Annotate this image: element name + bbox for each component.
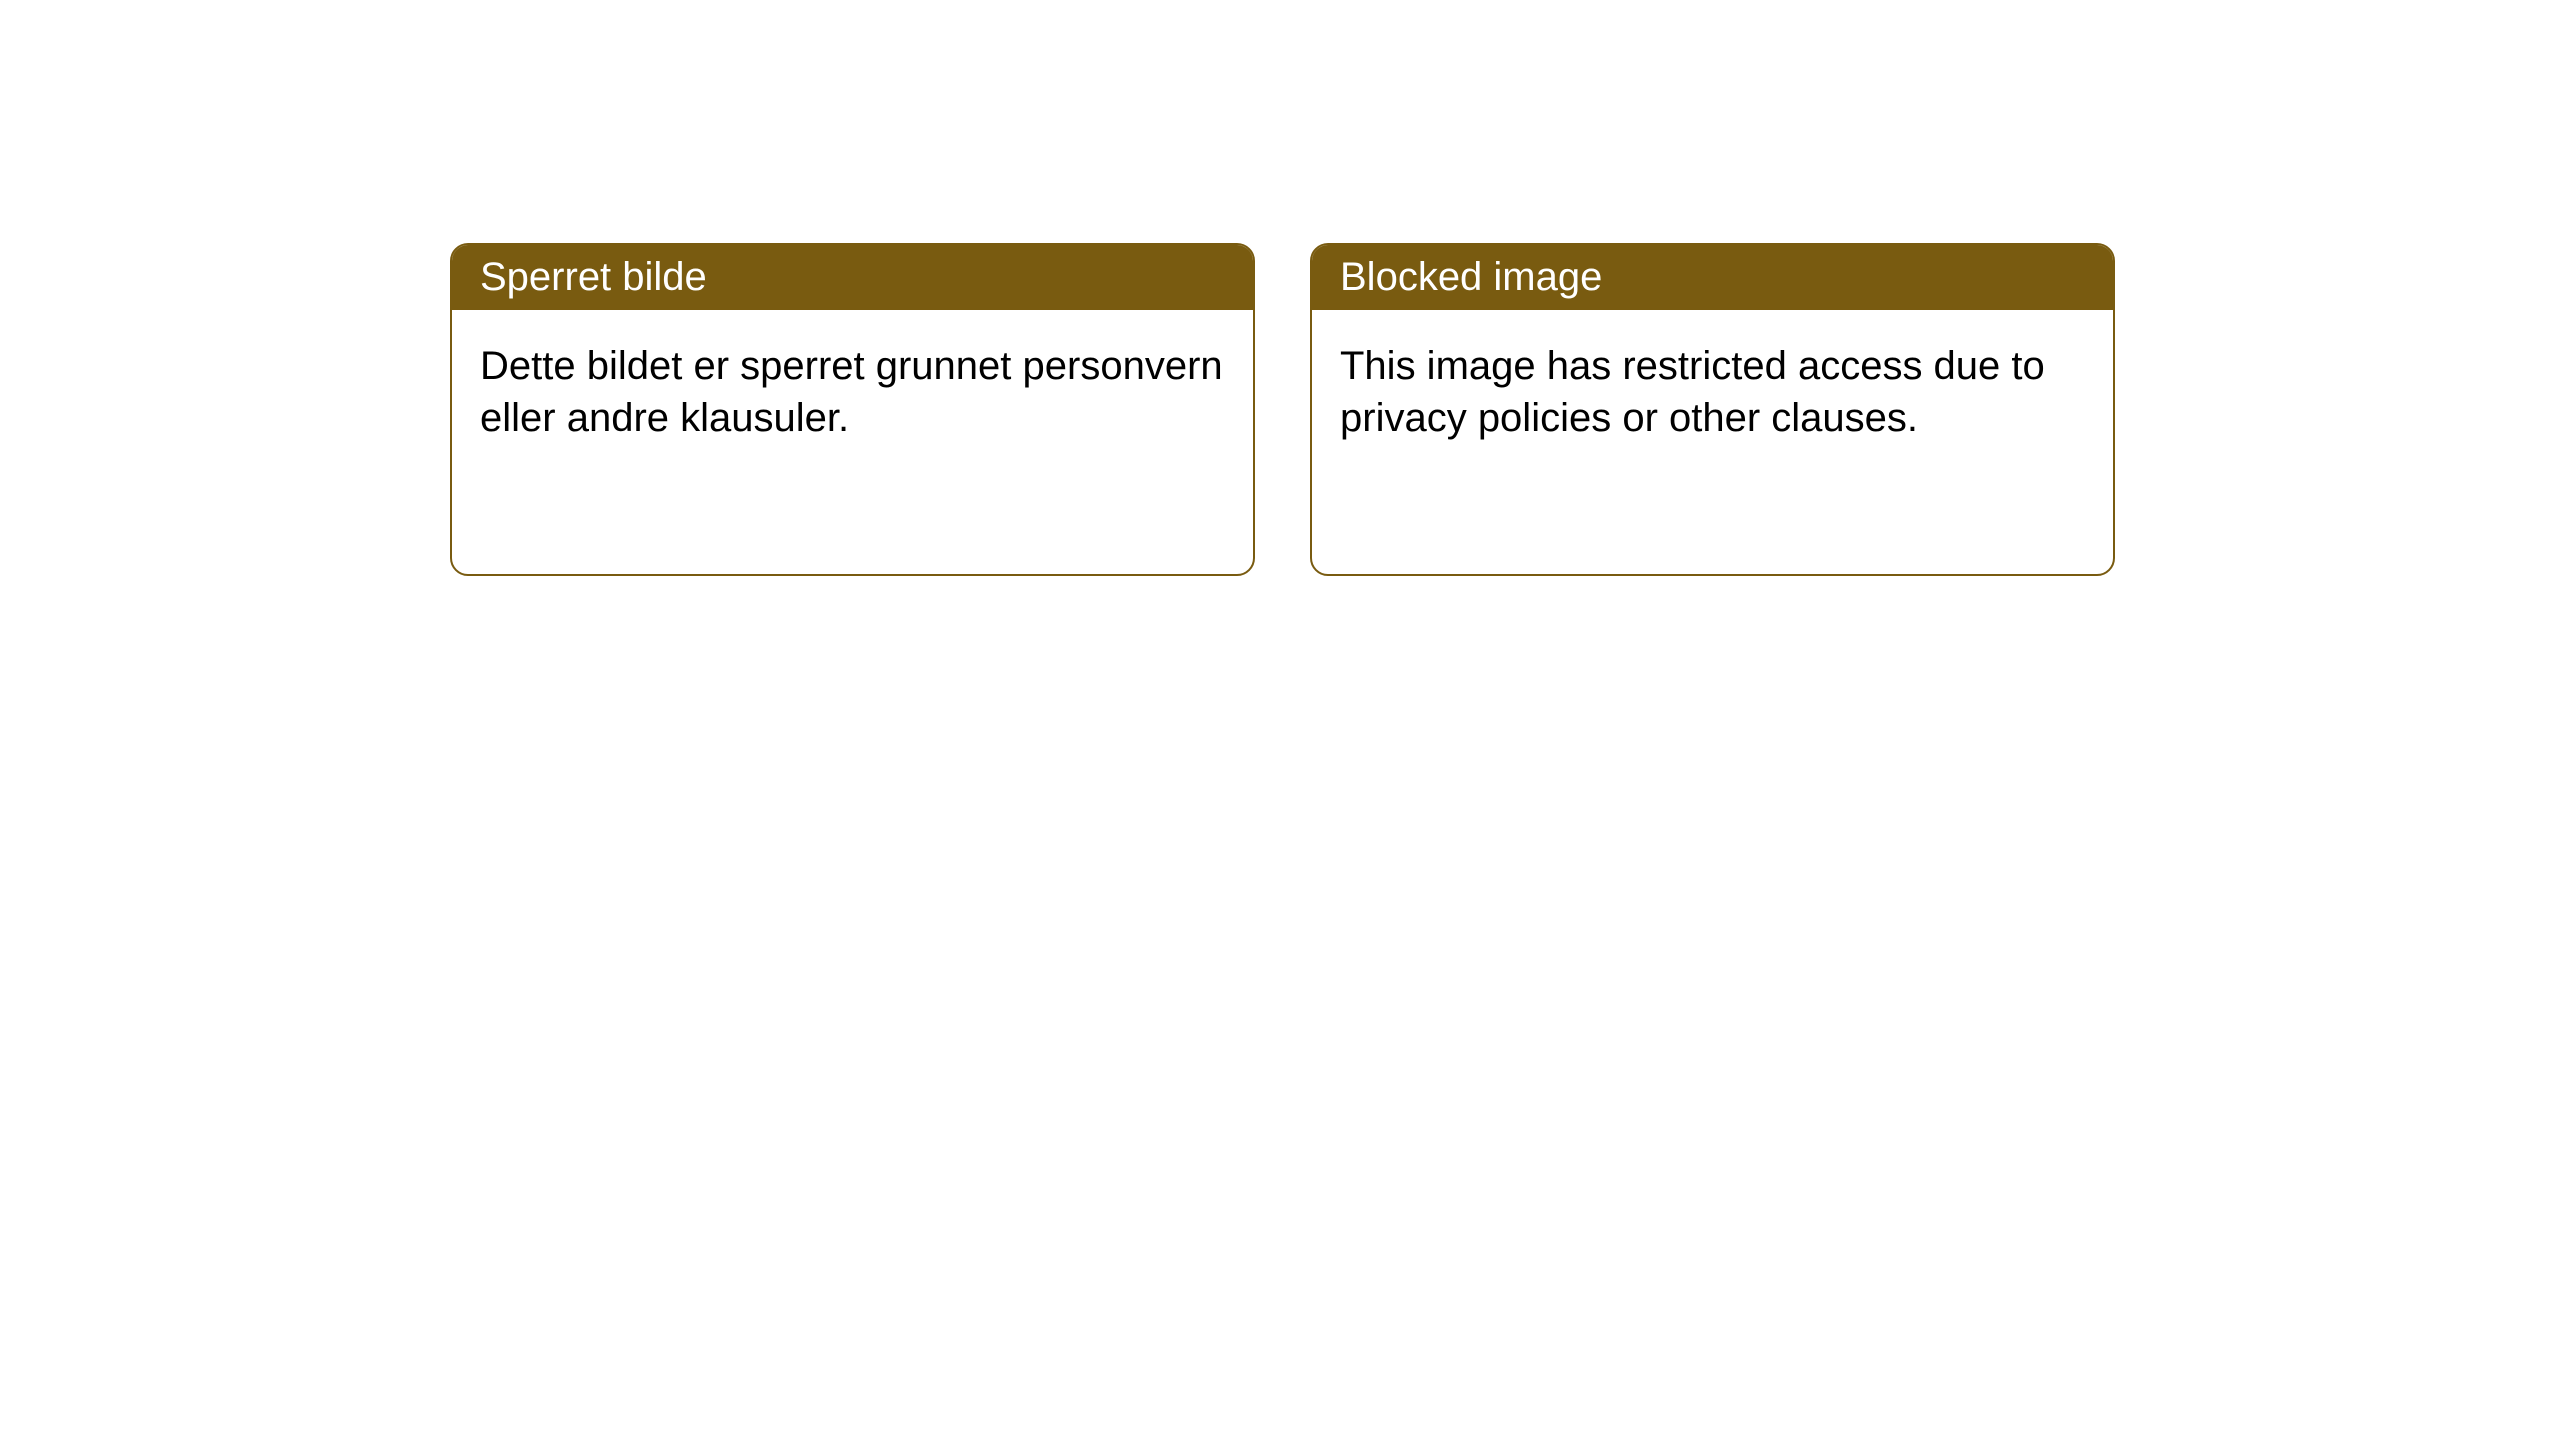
card-header: Blocked image xyxy=(1312,245,2113,310)
card-title: Blocked image xyxy=(1340,255,1602,299)
notice-container: Sperret bilde Dette bildet er sperret gr… xyxy=(0,0,2560,576)
notice-card-english: Blocked image This image has restricted … xyxy=(1310,243,2115,576)
card-body: Dette bildet er sperret grunnet personve… xyxy=(452,310,1253,474)
notice-card-norwegian: Sperret bilde Dette bildet er sperret gr… xyxy=(450,243,1255,576)
card-body: This image has restricted access due to … xyxy=(1312,310,2113,474)
card-body-text: This image has restricted access due to … xyxy=(1340,344,2045,440)
card-header: Sperret bilde xyxy=(452,245,1253,310)
card-title: Sperret bilde xyxy=(480,255,707,299)
card-body-text: Dette bildet er sperret grunnet personve… xyxy=(480,344,1223,440)
